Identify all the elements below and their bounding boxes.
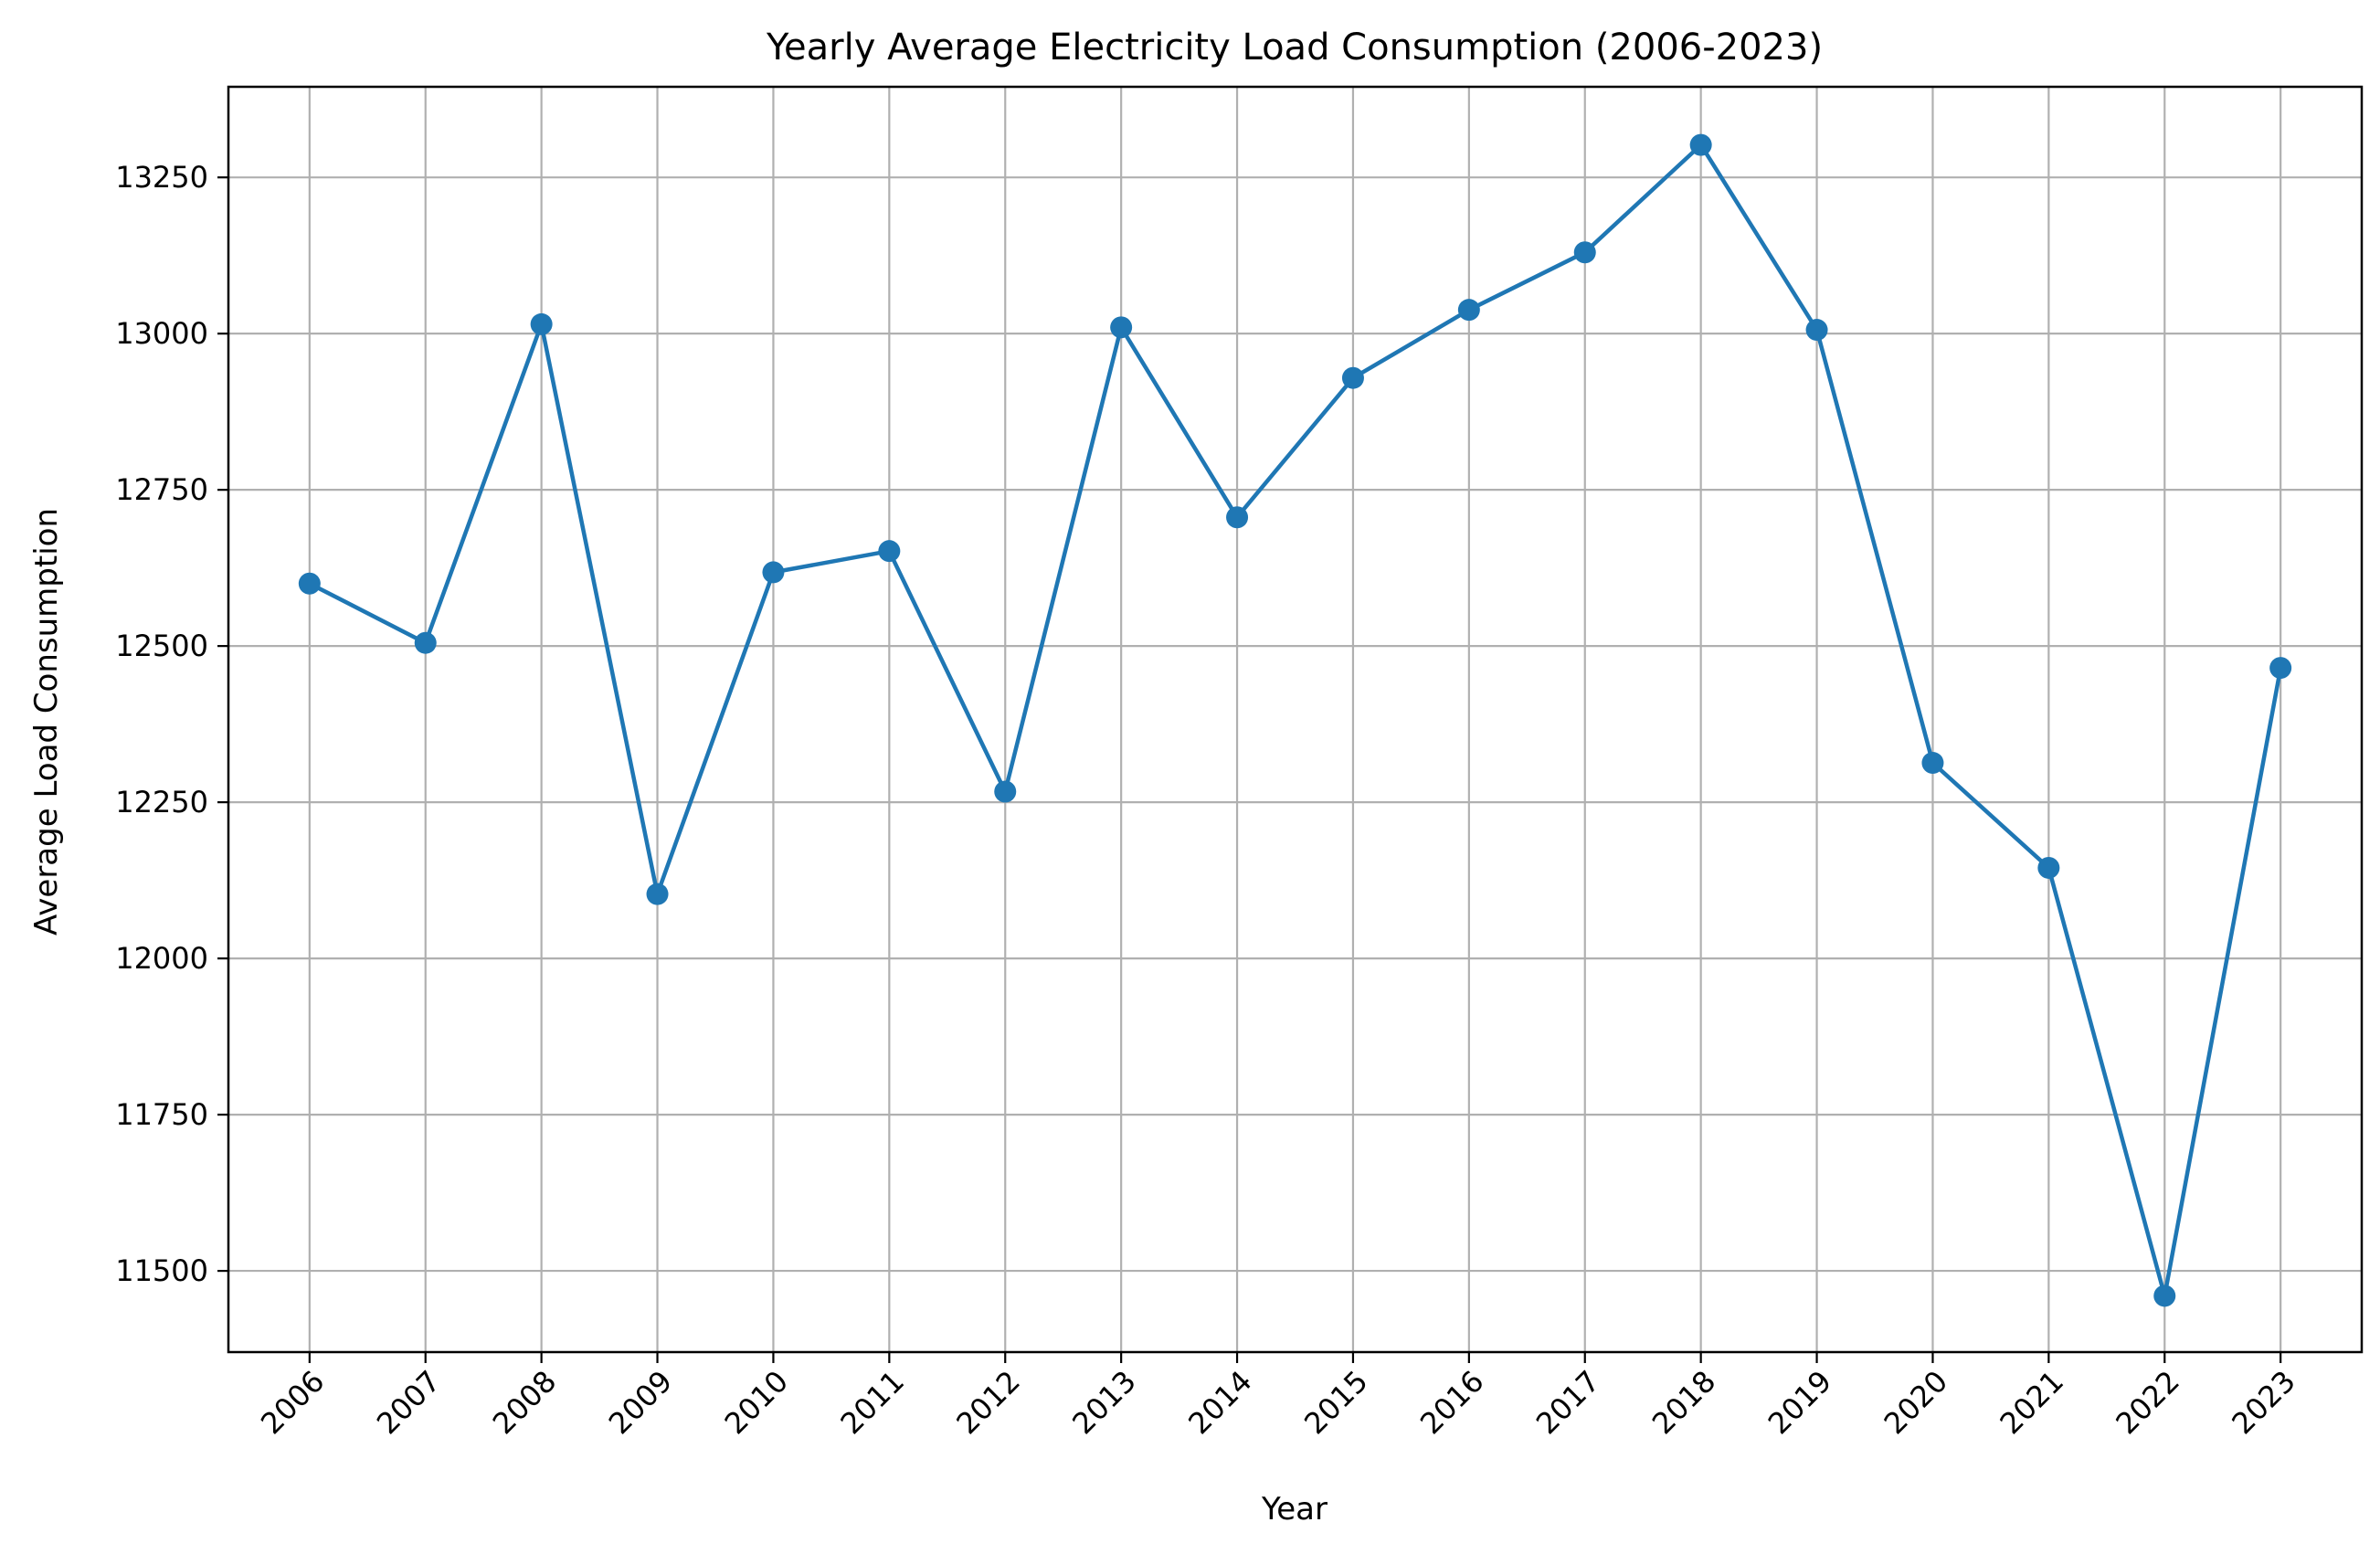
x-tick-label: 2017 <box>1529 1364 1606 1441</box>
x-tick-label: 2012 <box>949 1364 1026 1441</box>
x-tick-label: 2015 <box>1297 1364 1374 1441</box>
x-tick-label: 2009 <box>602 1364 679 1441</box>
x-tick-label: 2011 <box>834 1364 911 1441</box>
data-point-2015 <box>1341 366 1364 389</box>
y-tick-label: 13000 <box>115 316 208 351</box>
y-tick-label: 12500 <box>115 629 208 663</box>
data-points <box>298 133 2292 1307</box>
chart-title: Yearly Average Electricity Load Consumpt… <box>766 26 1823 69</box>
data-point-2006 <box>298 572 321 595</box>
data-point-2007 <box>414 631 437 654</box>
y-tick-label: 11750 <box>115 1097 208 1132</box>
y-tick-label: 13250 <box>115 160 208 195</box>
data-point-2010 <box>762 561 785 584</box>
series-line <box>308 143 2283 1298</box>
x-tick-label: 2016 <box>1413 1364 1490 1441</box>
x-tick-label: 2014 <box>1181 1364 1258 1441</box>
data-point-2011 <box>878 540 901 563</box>
data-point-2022 <box>2153 1284 2176 1307</box>
data-point-2009 <box>646 883 669 905</box>
grid <box>228 87 2362 1352</box>
plot-area-frame <box>227 85 2364 1354</box>
data-point-2014 <box>1226 506 1249 529</box>
y-tick-label: 11500 <box>115 1253 208 1288</box>
x-axis-title: Year <box>1261 1491 1328 1528</box>
x-tick-label: 2018 <box>1645 1364 1722 1441</box>
x-tick-label: 2020 <box>1878 1364 1954 1441</box>
x-tick-label: 2013 <box>1065 1364 1142 1441</box>
y-axis-title: Average Load Consumption <box>28 508 65 936</box>
x-tick-label: 2019 <box>1761 1364 1838 1441</box>
data-point-2012 <box>994 780 1017 803</box>
y-axis-ticks: 11500 11750 12000 12250 12500 12750 13000 13250 <box>115 160 228 1288</box>
data-point-2023 <box>2269 657 2292 680</box>
x-tick-label: 2022 <box>2109 1364 2185 1441</box>
x-tick-label: 2008 <box>486 1364 563 1441</box>
data-point-2013 <box>1110 316 1133 339</box>
data-point-2018 <box>1689 133 1712 156</box>
data-point-2021 <box>2037 856 2060 879</box>
data-point-2020 <box>1921 752 1944 775</box>
data-point-2008 <box>530 312 553 335</box>
series-line-layer <box>308 143 2283 1298</box>
y-tick-label: 12000 <box>115 941 208 976</box>
y-tick-label: 12750 <box>115 472 208 507</box>
x-tick-label: 2010 <box>718 1364 795 1441</box>
y-tick-label: 12250 <box>115 785 208 819</box>
x-axis-ticks: 2006 2007 2008 2009 2010 2011 2012 2013 2014 2015… <box>254 1352 2302 1441</box>
x-tick-label: 2006 <box>254 1364 331 1441</box>
data-point-2019 <box>1805 319 1828 342</box>
x-tick-label: 2023 <box>2225 1364 2301 1441</box>
x-tick-label: 2007 <box>370 1364 447 1441</box>
data-point-2017 <box>1573 241 1596 264</box>
data-point-2016 <box>1457 299 1480 322</box>
x-tick-label: 2021 <box>1994 1364 2070 1441</box>
